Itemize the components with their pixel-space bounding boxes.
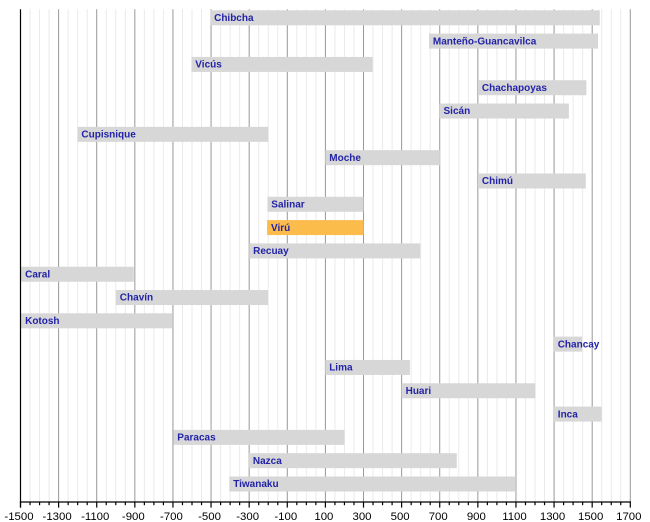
svg-text:-100: -100 (274, 511, 297, 522)
svg-text:100: 100 (314, 511, 333, 522)
svg-text:1500: 1500 (578, 511, 603, 522)
svg-text:Chimú: Chimú (482, 176, 513, 187)
svg-text:700: 700 (429, 511, 448, 522)
svg-text:1300: 1300 (540, 511, 565, 522)
svg-text:Vicús: Vicús (195, 60, 222, 71)
svg-text:-1500: -1500 (4, 511, 33, 522)
svg-text:-300: -300 (236, 511, 259, 522)
svg-text:Kotosh: Kotosh (25, 316, 59, 327)
svg-text:Paracas: Paracas (177, 433, 216, 444)
svg-text:-500: -500 (198, 511, 221, 522)
svg-text:Salinar: Salinar (271, 199, 304, 210)
svg-text:1100: 1100 (502, 511, 527, 522)
svg-text:Manteño-Guancavilca: Manteño-Guancavilca (433, 36, 537, 47)
svg-text:Virú: Virú (271, 223, 290, 234)
svg-text:Sicán: Sicán (444, 106, 471, 117)
svg-text:1700: 1700 (616, 511, 641, 522)
svg-text:-1100: -1100 (81, 511, 109, 522)
svg-text:300: 300 (353, 511, 372, 522)
svg-text:Chachapoyas: Chachapoyas (482, 83, 547, 94)
svg-text:Huari: Huari (406, 386, 432, 397)
svg-text:Recuay: Recuay (253, 246, 289, 257)
svg-text:-900: -900 (122, 511, 145, 522)
svg-text:-700: -700 (160, 511, 183, 522)
svg-text:-1300: -1300 (43, 511, 72, 522)
svg-text:900: 900 (467, 511, 486, 522)
svg-text:Inca: Inca (558, 409, 578, 420)
svg-text:Chibcha: Chibcha (214, 13, 254, 24)
svg-text:Cupisnique: Cupisnique (81, 130, 136, 141)
svg-text:Lima: Lima (329, 363, 353, 374)
svg-text:Moche: Moche (329, 153, 361, 164)
svg-text:Chancay: Chancay (558, 339, 600, 350)
svg-text:Chavín: Chavín (120, 293, 153, 304)
svg-text:Tiwanaku: Tiwanaku (233, 479, 278, 490)
svg-text:500: 500 (391, 511, 410, 522)
svg-text:Nazca: Nazca (253, 456, 282, 467)
svg-text:Caral: Caral (25, 269, 50, 280)
